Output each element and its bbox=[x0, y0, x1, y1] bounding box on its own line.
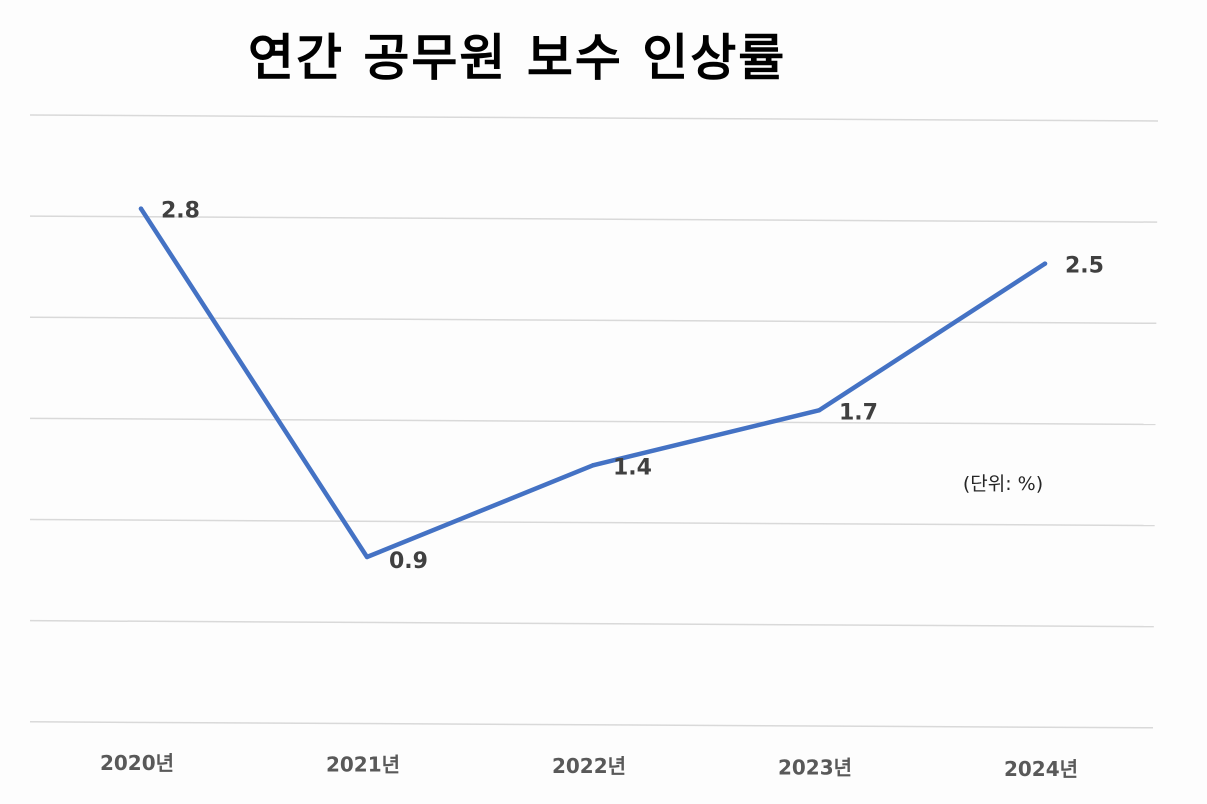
chart-title: 연간 공무원 보수 인상률 bbox=[248, 29, 787, 87]
data-labels: 2.8 0.9 1.4 1.7 2.5 bbox=[161, 199, 1104, 574]
data-point bbox=[1042, 261, 1048, 266]
gridline bbox=[29, 518, 1155, 527]
series-group bbox=[138, 206, 1048, 560]
x-axis-tick-labels: 2020년 2021년 2022년 2023년 2024년 bbox=[100, 751, 1078, 781]
data-label: 2.8 bbox=[161, 199, 200, 224]
unit-note: (단위: %) bbox=[963, 473, 1043, 495]
data-label: 0.9 bbox=[389, 549, 428, 574]
x-tick-label: 2021년 bbox=[326, 753, 400, 777]
gridline bbox=[29, 215, 1158, 223]
data-label: 2.5 bbox=[1065, 254, 1104, 279]
gridlines bbox=[29, 114, 1159, 729]
data-label: 1.7 bbox=[839, 400, 878, 425]
x-tick-label: 2020년 bbox=[100, 751, 174, 775]
gridline bbox=[29, 417, 1156, 426]
data-point bbox=[816, 408, 822, 413]
gridline bbox=[29, 721, 1154, 729]
data-point bbox=[590, 463, 596, 468]
data-point bbox=[364, 554, 370, 560]
x-tick-label: 2022년 bbox=[552, 754, 626, 778]
x-tick-label: 2024년 bbox=[1004, 757, 1078, 781]
data-point bbox=[138, 206, 144, 211]
gridline bbox=[29, 316, 1157, 325]
x-tick-label: 2023년 bbox=[778, 756, 852, 780]
series-line bbox=[138, 206, 1048, 560]
gridline bbox=[29, 114, 1159, 122]
gridline bbox=[29, 619, 1154, 628]
data-label: 1.4 bbox=[613, 455, 652, 480]
